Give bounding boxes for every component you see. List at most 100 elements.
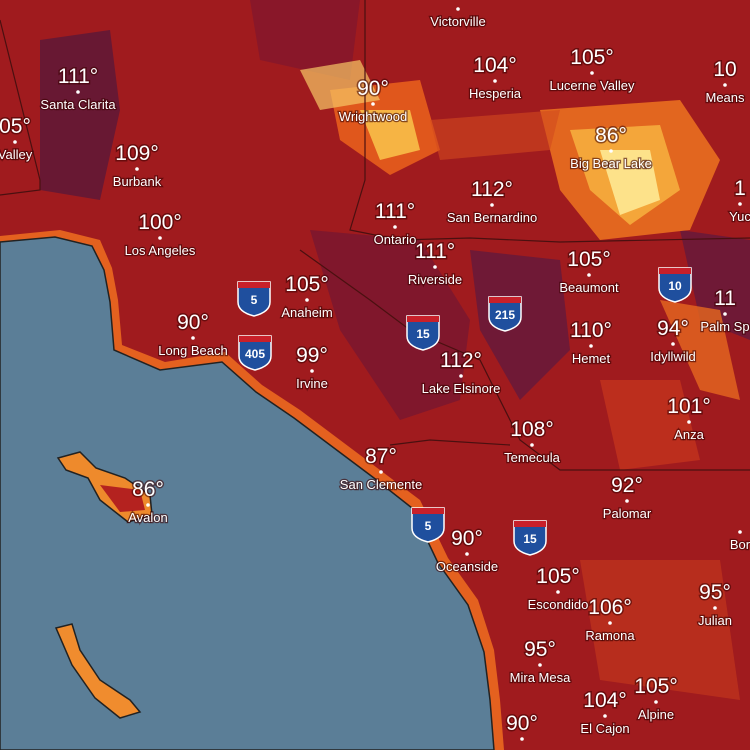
temperature: 105° (567, 248, 610, 271)
city-dot (379, 470, 383, 474)
city-name: Anza (674, 427, 704, 442)
city-name: Palm Sp (700, 319, 749, 334)
city-name: Avalon (128, 510, 168, 525)
city-name: Escondido (528, 597, 589, 612)
temperature: 86° (595, 124, 627, 147)
highway-number: 15 (523, 532, 537, 546)
temperature: 95° (699, 581, 731, 604)
highway-shield: 15 (513, 520, 547, 556)
city-dot (590, 71, 594, 75)
highway-shield: 405 (238, 335, 272, 371)
city-dot (671, 342, 675, 346)
temperature: 101° (667, 395, 710, 418)
city-name: Mira Mesa (510, 670, 571, 685)
highway-number: 5 (251, 293, 258, 307)
city-dot (556, 590, 560, 594)
city-dot (713, 606, 717, 610)
temperature: 105° (570, 46, 613, 69)
city-dot (738, 530, 742, 534)
temperature: 105° (634, 675, 677, 698)
temperature: 105° (285, 273, 328, 296)
highway-shield: 10 (658, 267, 692, 303)
ocean (0, 236, 495, 750)
highway-number: 215 (495, 308, 515, 322)
city-name: El Cajon (580, 721, 629, 736)
temperature: 99° (296, 344, 328, 367)
temperature: 112° (440, 349, 482, 372)
temperature: 10 (713, 58, 736, 81)
temperature: 1 (734, 177, 746, 200)
temperature: 90° (506, 712, 538, 735)
temperature: 90° (451, 527, 483, 550)
city-name: Long Beach (158, 343, 227, 358)
temperature: 90° (357, 77, 389, 100)
shield-shape (411, 507, 445, 543)
temperature: 105° (536, 565, 579, 588)
shield-shape (238, 335, 272, 371)
shield-top (239, 336, 271, 342)
city-dot (609, 149, 613, 153)
city-dot (654, 700, 658, 704)
highway-number: 15 (416, 327, 430, 341)
island-heat (100, 485, 145, 512)
shield-shape (488, 296, 522, 332)
city-dot (146, 503, 150, 507)
temperature: 106° (588, 596, 631, 619)
highway-number: 405 (245, 347, 265, 361)
shield-shape (406, 315, 440, 351)
city-dot (433, 265, 437, 269)
city-name: Lucerne Valley (549, 78, 635, 93)
city-name: Beaumont (559, 280, 619, 295)
city-name: Santa Clarita (40, 97, 116, 112)
city-dot (587, 273, 591, 277)
highway-shield: 5 (411, 507, 445, 543)
city-dot (310, 369, 314, 373)
temperature: 111° (415, 240, 455, 263)
city-dot (465, 552, 469, 556)
temperature: 111° (375, 200, 415, 223)
city-name: San Bernardino (447, 210, 537, 225)
city-dot (625, 499, 629, 503)
city-name: Ramona (585, 628, 635, 643)
city-dot (530, 443, 534, 447)
city-dot (738, 202, 742, 206)
temperature: 94° (657, 317, 689, 340)
city-dot (538, 663, 542, 667)
shield-shape (237, 281, 271, 317)
temperature: 104° (473, 54, 516, 77)
temperature: 108° (510, 418, 553, 441)
city-dot (191, 336, 195, 340)
city-dot (456, 7, 460, 11)
shield-top (514, 521, 546, 527)
heat-zones (40, 0, 750, 700)
city-dot (393, 225, 397, 229)
city-dot (371, 102, 375, 106)
city-name: Hesperia (469, 86, 522, 101)
city-name: Valley (0, 147, 33, 162)
highway-number: 5 (425, 519, 432, 533)
city-dot (589, 344, 593, 348)
temperature: 05° (0, 115, 31, 138)
shield-shape (513, 520, 547, 556)
temperature: 92° (611, 474, 643, 497)
city-name: Los Angeles (125, 243, 196, 258)
san-clemente-island (54, 623, 142, 719)
highway-shield: 5 (237, 281, 271, 317)
temperature: 87° (365, 445, 397, 468)
city-name: Anaheim (281, 305, 332, 320)
city-name: Yuc (729, 209, 750, 224)
city-name: Irvine (296, 376, 328, 391)
highway-shield: 215 (488, 296, 522, 332)
temperature: 100° (138, 211, 181, 234)
city-dot (603, 714, 607, 718)
city-name: Riverside (408, 272, 462, 287)
shield-top (489, 297, 521, 303)
city-name: Lake Elsinore (422, 381, 501, 396)
shield-top (412, 508, 444, 514)
city-name: Victorville (430, 14, 485, 29)
borders (0, 0, 750, 471)
highway-shield: 15 (406, 315, 440, 351)
city-name: Bor (730, 537, 750, 552)
city-name: Wrightwood (339, 109, 407, 124)
